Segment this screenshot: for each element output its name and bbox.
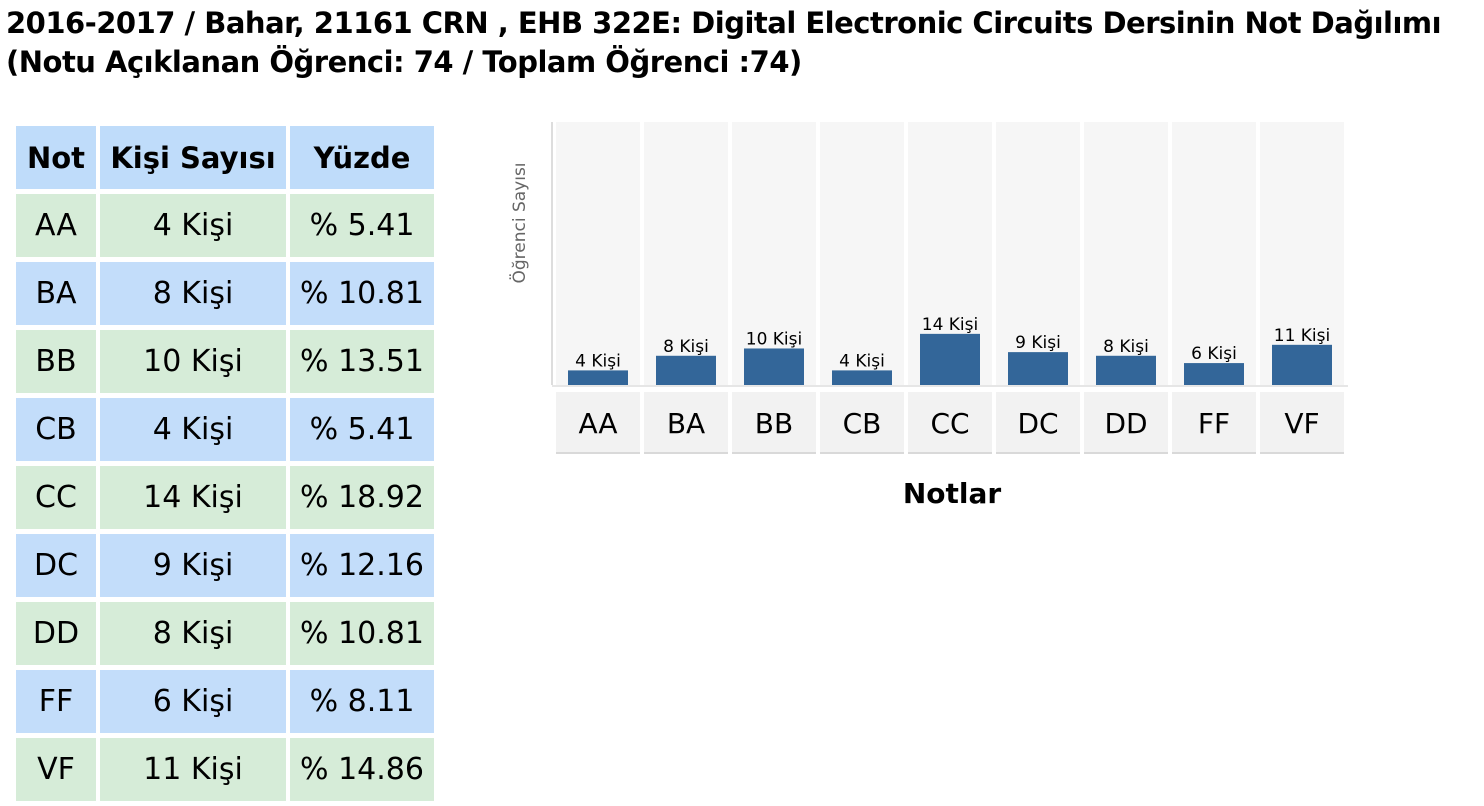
table-row: FF 6 Kişi% 8.11 bbox=[16, 670, 434, 733]
cell-grade: DC bbox=[16, 534, 96, 597]
table-row: DC 9 Kişi% 12.16 bbox=[16, 534, 434, 597]
category-cell bbox=[644, 392, 728, 452]
table-row: BB 10 Kişi% 13.51 bbox=[16, 330, 434, 393]
bar bbox=[1272, 344, 1332, 385]
cell-percent: % 5.41 bbox=[290, 398, 434, 461]
header-count: Kişi Sayısı bbox=[100, 126, 286, 189]
bar bbox=[568, 370, 628, 385]
table-row: VF 11 Kişi% 14.86 bbox=[16, 738, 434, 801]
category-cell bbox=[996, 392, 1080, 452]
data-label: 8 Kişi bbox=[663, 337, 709, 357]
cell-percent: % 14.86 bbox=[290, 738, 434, 801]
cell-grade: BB bbox=[16, 330, 96, 393]
data-label: 9 Kişi bbox=[1015, 333, 1061, 353]
cell-percent: % 10.81 bbox=[290, 602, 434, 665]
data-label: 4 Kişi bbox=[839, 351, 885, 371]
cell-count: 9 Kişi bbox=[100, 534, 286, 597]
cell-percent: % 13.51 bbox=[290, 330, 434, 393]
cell-percent: % 10.81 bbox=[290, 262, 434, 325]
title-line-2: (Notu Açıklanan Öğrenci: 74 / Toplam Öğr… bbox=[6, 45, 802, 79]
cell-count: 8 Kişi bbox=[100, 262, 286, 325]
data-label: 6 Kişi bbox=[1191, 344, 1237, 364]
header-percent: Yüzde bbox=[290, 126, 434, 189]
plot-column bbox=[644, 122, 728, 385]
data-label: 10 Kişi bbox=[746, 329, 803, 349]
data-label: 4 Kişi bbox=[575, 351, 621, 371]
x-tick-label: AA bbox=[578, 407, 617, 440]
x-axis-title: Notlar bbox=[903, 477, 1002, 510]
grade-bar-chart: 4 Kişi 8 Kişi 10 Kişi 4 Kişi 14 Kişi 9 Kişi 8 … bbox=[490, 118, 1370, 538]
cell-count: 4 Kişi bbox=[100, 398, 286, 461]
bar bbox=[832, 370, 892, 385]
cell-grade: BA bbox=[16, 262, 96, 325]
x-tick-label: CC bbox=[930, 407, 969, 440]
x-tick-label: DD bbox=[1104, 407, 1147, 440]
cell-grade: AA bbox=[16, 194, 96, 257]
table-row: BA 8 Kişi% 10.81 bbox=[16, 262, 434, 325]
title-line-1: 2016-2017 / Bahar, 21161 CRN , EHB 322E:… bbox=[6, 6, 1442, 40]
bar bbox=[656, 355, 716, 385]
header-grade: Not bbox=[16, 126, 96, 189]
plot-column bbox=[1084, 122, 1168, 385]
cell-grade: CB bbox=[16, 398, 96, 461]
table-row: CB 4 Kişi% 5.41 bbox=[16, 398, 434, 461]
cell-count: 11 Kişi bbox=[100, 738, 286, 801]
chart-svg: 4 Kişi 8 Kişi 10 Kişi 4 Kişi 14 Kişi 9 Kişi 8 … bbox=[508, 122, 1348, 510]
data-label: 14 Kişi bbox=[922, 315, 979, 335]
x-tick-label: DC bbox=[1017, 407, 1058, 440]
cell-count: 8 Kişi bbox=[100, 602, 286, 665]
plot-column bbox=[996, 122, 1080, 385]
x-tick-label: BA bbox=[667, 407, 705, 440]
cell-grade: CC bbox=[16, 466, 96, 529]
category-cell bbox=[732, 392, 816, 452]
bar bbox=[744, 348, 804, 385]
cell-count: 14 Kişi bbox=[100, 466, 286, 529]
table-header-row: Not Kişi Sayısı Yüzde bbox=[16, 126, 434, 189]
category-cell bbox=[1172, 392, 1256, 452]
bar bbox=[1096, 355, 1156, 385]
cell-percent: % 5.41 bbox=[290, 194, 434, 257]
category-cell bbox=[908, 392, 992, 452]
cell-grade: VF bbox=[16, 738, 96, 801]
category-cell bbox=[556, 392, 640, 452]
grade-distribution-table: Not Kişi Sayısı Yüzde AA 4 Kişi% 5.41 BA 8 … bbox=[12, 121, 438, 806]
cell-count: 10 Kişi bbox=[100, 330, 286, 393]
cell-percent: % 12.16 bbox=[290, 534, 434, 597]
cell-percent: % 18.92 bbox=[290, 466, 434, 529]
plot-column bbox=[1172, 122, 1256, 385]
bar bbox=[1184, 363, 1244, 385]
data-label: 11 Kişi bbox=[1274, 326, 1331, 346]
category-cell bbox=[820, 392, 904, 452]
cell-percent: % 8.11 bbox=[290, 670, 434, 733]
cell-count: 4 Kişi bbox=[100, 194, 286, 257]
y-axis-title: Öğrenci Sayısı bbox=[508, 162, 530, 283]
x-tick-label: VF bbox=[1284, 407, 1319, 440]
cell-grade: DD bbox=[16, 602, 96, 665]
plot-column bbox=[1260, 122, 1344, 385]
plot-column bbox=[820, 122, 904, 385]
x-tick-label: CB bbox=[843, 407, 882, 440]
bar bbox=[1008, 352, 1068, 385]
table-row: CC 14 Kişi% 18.92 bbox=[16, 466, 434, 529]
plot-column bbox=[556, 122, 640, 385]
x-tick-label: FF bbox=[1198, 407, 1230, 440]
bar bbox=[920, 333, 980, 385]
data-label: 8 Kişi bbox=[1103, 337, 1149, 357]
page-title: 2016-2017 / Bahar, 21161 CRN , EHB 322E:… bbox=[6, 4, 1484, 82]
cell-grade: FF bbox=[16, 670, 96, 733]
category-cell bbox=[1084, 392, 1168, 452]
category-cell bbox=[1260, 392, 1344, 452]
cell-count: 6 Kişi bbox=[100, 670, 286, 733]
table-row: AA 4 Kişi% 5.41 bbox=[16, 194, 434, 257]
table-row: DD 8 Kişi% 10.81 bbox=[16, 602, 434, 665]
x-tick-label: BB bbox=[755, 407, 793, 440]
plot-column bbox=[732, 122, 816, 385]
